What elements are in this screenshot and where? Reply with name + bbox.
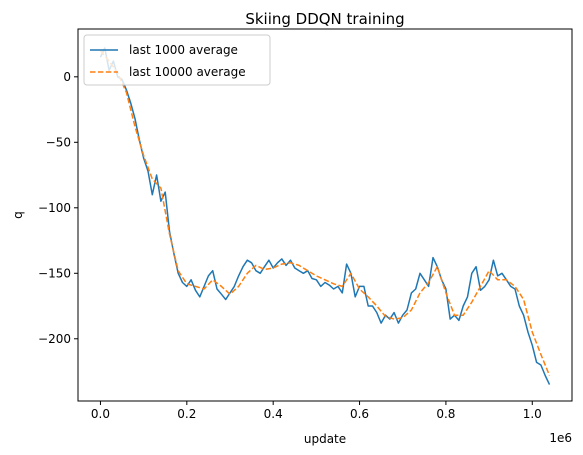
legend-label-last-1000: last 1000 average xyxy=(129,43,238,57)
x-tick-label: 0.8 xyxy=(436,407,455,421)
x-tick-label: 0.0 xyxy=(91,407,110,421)
x-tick-label: 0.2 xyxy=(177,407,196,421)
legend-box xyxy=(83,34,271,86)
plot-area xyxy=(99,47,551,385)
legend-label-last-10000: last 10000 average xyxy=(129,65,246,79)
x-tick-label: 0.4 xyxy=(264,407,283,421)
y-tick-label: −50 xyxy=(46,135,71,149)
x-axis-multiplier: 1e6 xyxy=(549,431,572,445)
legend: last 1000 average last 10000 average xyxy=(83,34,271,86)
x-tick-label: 0.6 xyxy=(350,407,369,421)
y-axis-label: q xyxy=(11,211,25,219)
x-axis-label: update xyxy=(304,432,346,446)
y-tick-label: −100 xyxy=(38,201,71,215)
series-line-1 xyxy=(99,50,551,376)
chart-title: Skiing DDQN training xyxy=(245,10,404,28)
y-tick-label: 0 xyxy=(63,70,71,84)
plot-frame xyxy=(77,28,573,402)
y-tick-label: −150 xyxy=(38,266,71,280)
axes: 0.0 0.2 0.4 0.6 0.8 1.0 0 −50 −100 −150 −200 xyxy=(38,70,542,421)
x-tick-label: 1.0 xyxy=(523,407,542,421)
y-tick-label: −200 xyxy=(38,332,71,346)
